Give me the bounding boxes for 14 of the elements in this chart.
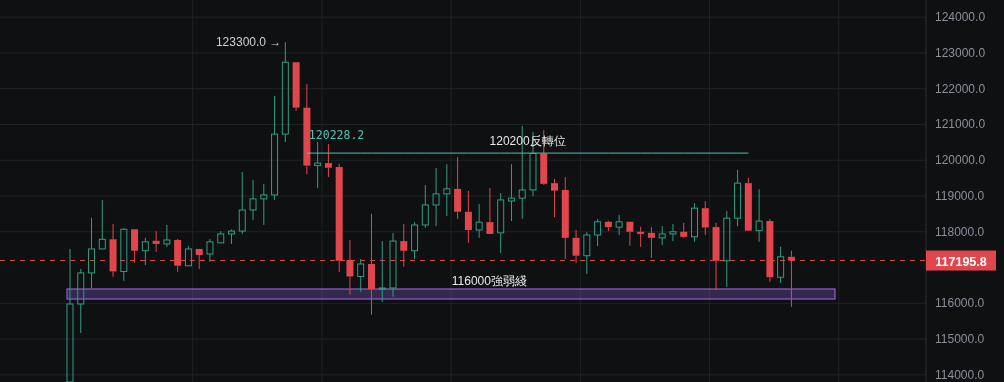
y-tick-label: 121000.0 bbox=[935, 117, 986, 132]
y-tick-label: 122000.0 bbox=[935, 81, 986, 96]
y-tick-label: 120000.0 bbox=[935, 153, 986, 168]
y-tick-label: 119000.0 bbox=[935, 189, 985, 204]
y-tick-label: 124000.0 bbox=[935, 10, 986, 25]
ref-line-label: 117195.8 bbox=[935, 254, 987, 269]
y-tick-label: 123000.0 bbox=[935, 45, 986, 60]
y-tick-label: 115000.0 bbox=[935, 332, 985, 347]
annotation: 120228.2 bbox=[308, 128, 365, 143]
y-tick-label: 116000.0 bbox=[935, 296, 985, 311]
band-label: 116000強弱綫 bbox=[451, 274, 527, 288]
y-tick-label: 118000.0 bbox=[935, 224, 985, 239]
y-tick-label: 114000.0 bbox=[935, 367, 985, 382]
annotation: 123300.0 → bbox=[215, 35, 282, 50]
